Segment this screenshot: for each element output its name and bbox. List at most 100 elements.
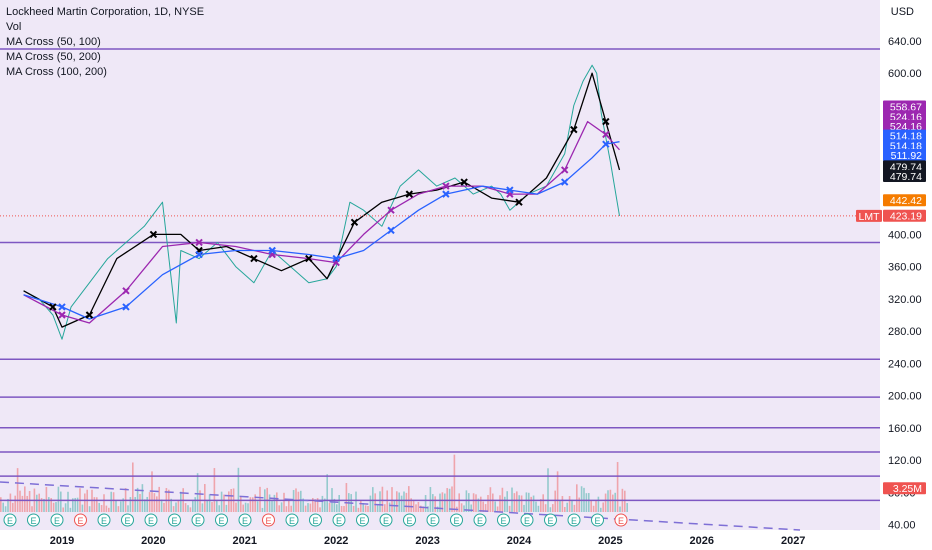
earnings-marker — [97, 513, 111, 527]
volume-bar — [177, 500, 180, 512]
currency-label[interactable]: USD — [890, 6, 914, 18]
volume-bar — [417, 501, 420, 512]
y-tick-label: 240.00 — [888, 358, 922, 370]
x-tick-label: 2025 — [598, 535, 622, 547]
volume-bar — [376, 505, 379, 512]
volume-bar — [100, 504, 103, 512]
volume-bar — [336, 504, 338, 512]
earnings-marker — [191, 513, 205, 527]
earnings-marker-label: E — [477, 516, 483, 526]
volume-bar — [199, 490, 201, 512]
volume-bar — [333, 498, 336, 512]
volume-bar — [396, 491, 398, 512]
volume-bar — [520, 495, 523, 512]
earnings-marker — [3, 513, 17, 527]
price-badge — [883, 209, 926, 222]
earnings-marker — [27, 513, 40, 527]
volume-bar — [146, 496, 148, 512]
volume-bar — [487, 494, 489, 512]
volume-bar — [607, 490, 609, 512]
chart-legend: Lockheed Martin Corporation, 1D, NYSE Vo… — [6, 5, 204, 80]
indicator-ma-cross-100-200[interactable]: MA Cross (100, 200) — [6, 66, 107, 78]
earnings-marker-label: E — [195, 516, 201, 526]
earnings-marker-label: E — [77, 516, 83, 526]
ma-cross-marker — [195, 238, 203, 247]
volume-bar — [112, 492, 115, 512]
volume-bar — [228, 491, 230, 512]
ma-cross-marker — [149, 230, 158, 239]
earnings-marker-label: E — [124, 516, 130, 526]
volume-bar — [492, 493, 494, 512]
ma-cross-marker — [332, 254, 340, 263]
volume-bar — [619, 506, 621, 512]
price-badge — [883, 129, 926, 142]
ma-cross-marker — [442, 190, 450, 198]
volume-bar — [384, 504, 386, 512]
volume-bar — [525, 492, 528, 512]
earnings-marker-label: E — [547, 516, 553, 526]
volume-bar — [544, 504, 547, 512]
volume-bar — [554, 490, 556, 512]
price-badge-label: 3.25M — [893, 483, 922, 495]
ma-cross-marker — [122, 303, 130, 311]
volume-bar — [343, 506, 345, 512]
y-tick-label: 40.00 — [888, 520, 916, 532]
volume-bar — [484, 504, 487, 512]
volume-bar — [194, 497, 196, 512]
ma-cross-marker — [85, 311, 94, 319]
volume-bar — [561, 496, 564, 512]
volume-bar — [345, 483, 348, 512]
ma-cross-marker — [602, 117, 610, 126]
volume-bar — [170, 498, 172, 512]
volume-bar — [444, 493, 446, 512]
volume-bar — [115, 500, 117, 512]
price-badge-label: 442.42 — [890, 195, 922, 207]
volume-bar — [163, 502, 165, 512]
volume-bar — [564, 506, 566, 512]
volume-bar — [388, 502, 391, 512]
volume-bar — [192, 500, 194, 512]
volume-bar — [206, 500, 208, 512]
volume-bar — [2, 502, 4, 512]
volume-bar — [352, 505, 355, 512]
volume-bar — [67, 491, 69, 512]
earnings-marker-label: E — [594, 516, 600, 526]
volume-bar — [412, 500, 415, 512]
ma-cross-marker — [515, 198, 523, 206]
earnings-marker — [520, 513, 534, 527]
volume-bar — [175, 502, 177, 512]
volume-bar — [144, 499, 146, 512]
earnings-marker — [168, 513, 181, 527]
volume-bar — [372, 487, 374, 512]
volume-bars — [0, 454, 628, 512]
volume-bar — [604, 493, 607, 512]
volume-bar — [93, 497, 96, 512]
indicator-ma-cross-50-100[interactable]: MA Cross (50, 100) — [6, 36, 101, 48]
volume-bar — [566, 502, 568, 512]
volume-bar — [422, 506, 424, 512]
volume-bar — [367, 505, 369, 512]
y-tick-label: 360.00 — [888, 262, 922, 274]
volume-bar — [568, 496, 571, 512]
volume-bar — [304, 505, 307, 512]
earnings-marker — [544, 513, 557, 527]
volume-bar — [81, 504, 84, 512]
volume-bar — [482, 501, 484, 512]
indicator-volume[interactable]: Vol — [6, 21, 22, 33]
volume-bar — [45, 486, 48, 512]
volume-bar — [429, 487, 432, 512]
volume-bar — [453, 454, 456, 512]
volume-bar — [504, 496, 506, 512]
volume-bar — [247, 503, 249, 512]
volume-bar — [74, 497, 76, 512]
volume-bar — [614, 492, 616, 512]
volume-bar — [172, 506, 175, 512]
price-badge — [883, 139, 926, 152]
indicator-ma-cross-50-200[interactable]: MA Cross (50, 200) — [6, 51, 101, 63]
volume-bar — [360, 500, 362, 512]
earnings-marker-label: E — [383, 516, 389, 526]
volume-bar — [290, 505, 292, 512]
price-badge — [883, 148, 926, 161]
volume-bar — [21, 495, 24, 512]
